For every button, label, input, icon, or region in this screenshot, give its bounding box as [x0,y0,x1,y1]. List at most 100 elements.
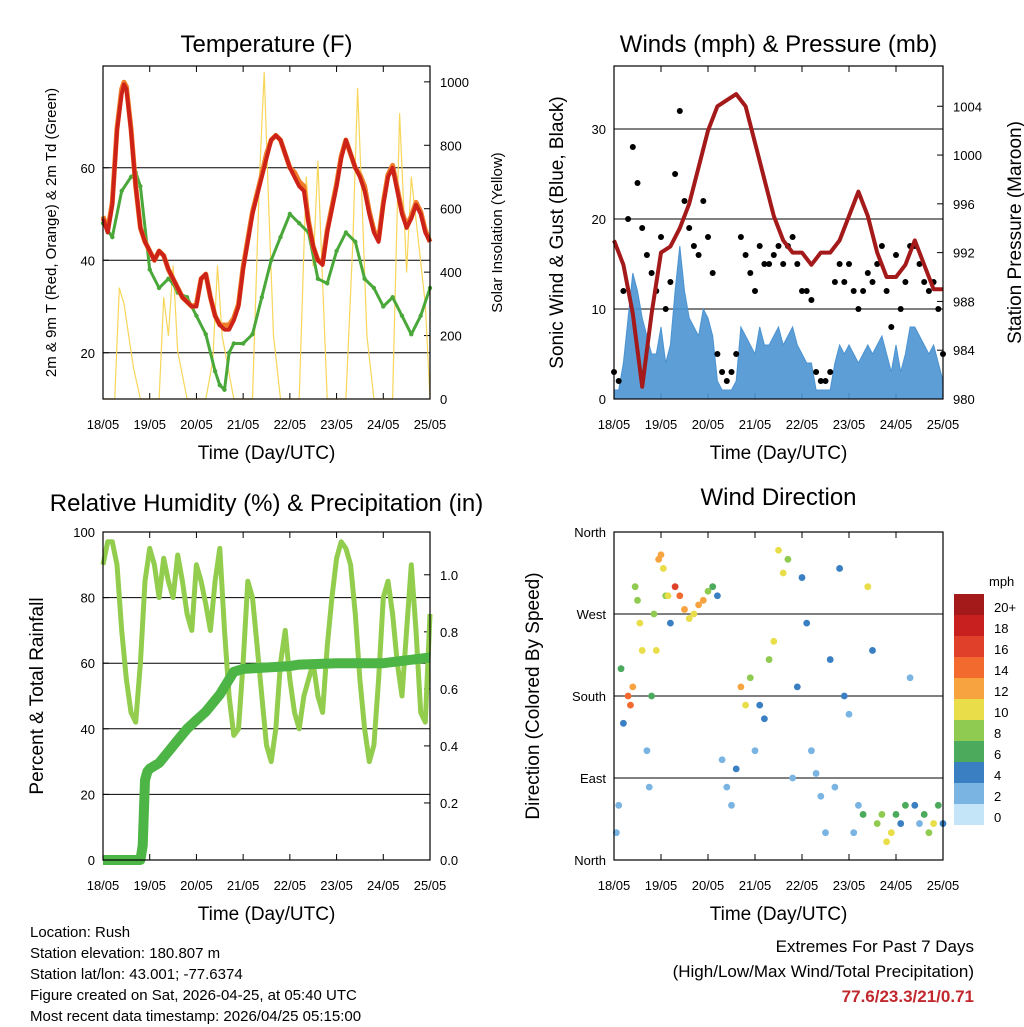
y-right-tick-label: 400 [440,265,462,280]
wind-direction-chart: 18/05 19/05 20/05 21/05 22/05 23/05 24/05 25/05… [523,484,1016,925]
gust-point [883,288,890,294]
gust-point [831,279,838,285]
gust-point [822,378,829,384]
direction-point [798,574,806,581]
gust-point [700,198,707,204]
gust-point [850,288,857,294]
direction-point [648,692,655,700]
direction-point [808,747,815,755]
direction-point [897,820,905,827]
dewpoint-point [226,350,232,355]
direction-point [836,565,843,572]
gust-point [714,351,721,357]
y-right-tick-label: 0.8 [440,625,458,640]
plot-frame [102,531,431,861]
gust-point [846,261,852,267]
gust-point [836,261,843,267]
direction-point [652,647,660,654]
elevation-text: Station elevation: 180.807 m [30,945,221,962]
direction-point [934,801,942,809]
y-axis-label: 2m & 9m T (Red, Orange) & 2m Td (Green) [43,88,60,377]
gust-point [902,279,909,285]
dewpoint-point [325,281,330,286]
x-tick-label: 18/05 [598,417,631,432]
dewpoint-point [194,313,199,318]
gust-point [817,378,824,384]
colorbar-swatch [954,762,984,783]
direction-point [784,555,792,563]
temperature-chart: 18/05 19/05 20/05 21/05 22/05 23/05 24/05 25/05… [43,31,506,464]
series-2m-temperature [101,82,432,332]
dewpoint-point [156,285,162,291]
x-tick-label: 19/05 [645,878,678,893]
gust-point [803,288,810,294]
extremes-subtitle: (High/Low/Max Wind/Total Precipitation) [672,962,974,981]
y-tick-label: 20 [81,787,95,802]
colorbar-label: 18 [994,621,1008,636]
colorbar-label: 2 [994,789,1001,804]
direction-point [892,811,900,818]
direction-point [789,774,796,782]
x-tick-label: 21/05 [739,878,772,893]
x-tick-label: 20/05 [692,878,725,893]
x-tick-label: 20/05 [180,417,213,432]
direction-point [650,610,658,618]
direction-point [728,801,735,809]
winds-chart: 18/05 19/05 20/05 21/05 22/05 23/05 24/05 25/05… [547,31,1024,464]
direction-point [873,820,881,827]
direction-point [878,811,886,818]
direction-point [779,569,787,577]
dewpoint-point [381,304,386,309]
direction-point [695,601,702,609]
gust-point [827,369,834,375]
gust-point [780,261,787,267]
gust-point [719,369,726,375]
y-tick-label: North [574,525,606,540]
colorbar-label: 12 [994,684,1008,699]
direction-point [643,747,651,755]
direction-point [812,770,820,777]
dewpoint-point [353,239,358,244]
y-tick-label: 40 [81,722,95,737]
direction-point [629,683,637,691]
dewpoint-point [166,276,171,281]
dewpoint-point [110,234,115,240]
gust-point [695,252,702,258]
y-right-tick-label: 0 [440,392,447,407]
dewpoint-point [217,382,222,388]
y-axis-label: Direction (Colored By Speed) [523,572,544,819]
y-right-axis-label: Solar Insolation (Yellow) [489,152,506,312]
x-tick-label: 22/05 [274,878,307,893]
gust-point [737,234,744,240]
series-solar-insolation [103,71,431,400]
y-tick-label: 20 [592,212,606,227]
dewpoint-point [409,332,414,337]
direction-point [864,583,872,591]
colorbar-swatch [954,594,984,615]
y-tick-label: 20 [81,346,95,361]
x-tick-label: 18/05 [87,878,120,893]
series-9m-temperature [100,79,433,328]
dewpoint-point [119,188,124,194]
y-tick-label: 80 [81,591,95,606]
gust-point [874,261,881,267]
direction-point [911,801,919,809]
dewpoint-point [390,295,395,300]
colorbar-label: 8 [994,726,1001,741]
gust-point [752,288,758,294]
y-axis-label: Sonic Wind & Gust (Blue, Black) [547,96,568,368]
gust-point [634,180,641,186]
y-tick-label: 0 [599,392,606,407]
direction-point [714,592,721,600]
colorbar-swatch [954,678,984,699]
gust-point [639,225,646,231]
series-sonic-wind [613,245,944,400]
y-right-tick-label: 984 [953,343,975,358]
gust-point [747,270,754,276]
location-text: Location: Rush [30,924,131,941]
y-tick-label: 10 [592,302,606,317]
chart-title: Temperature (F) [180,31,352,58]
direction-point [685,615,693,622]
direction-point [681,606,688,613]
